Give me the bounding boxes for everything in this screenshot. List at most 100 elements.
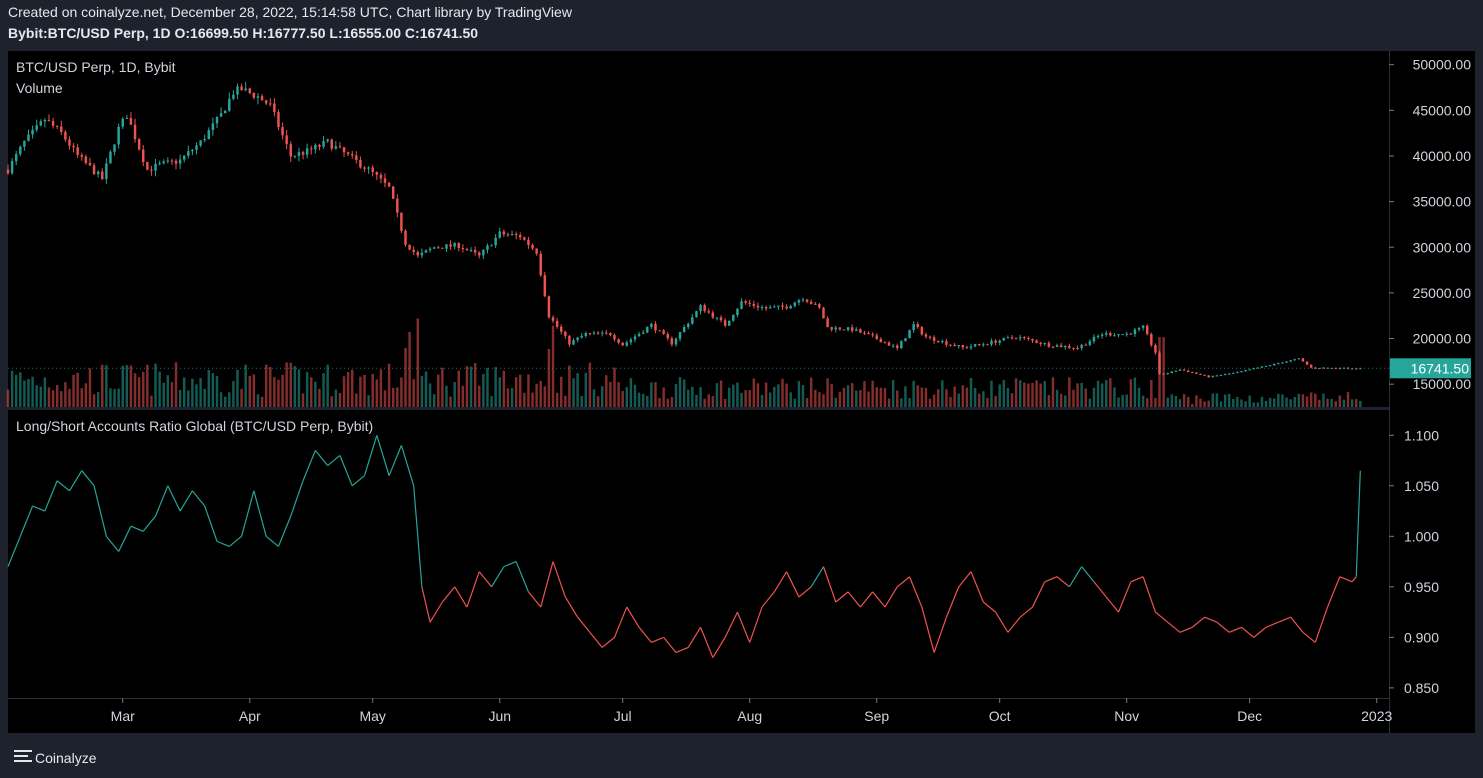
volume-bar (912, 380, 915, 407)
candle-body (969, 346, 973, 348)
candle-body (1191, 371, 1194, 373)
candle-body (1018, 337, 1022, 339)
candle-body (133, 124, 137, 140)
candle-body (1215, 375, 1219, 377)
candle-body (240, 86, 243, 91)
ratio-line-segment (32, 505, 46, 512)
ratio-line-segment (1044, 576, 1058, 583)
candle-body (109, 151, 112, 164)
candle-body (269, 103, 272, 105)
volume-bar (682, 379, 686, 407)
volume-bar (555, 392, 559, 407)
candle-body (777, 305, 780, 307)
volume-bar (27, 379, 30, 407)
candle-body (322, 141, 325, 147)
candle-body (310, 148, 313, 150)
volume-bar (932, 394, 936, 407)
candle-body (1199, 373, 1202, 375)
candle-body (1264, 365, 1268, 367)
volume-bar (1039, 383, 1042, 407)
candle-body (391, 186, 395, 199)
candle-body (699, 305, 702, 312)
ratio-line-segment (651, 636, 664, 643)
candle-body (998, 340, 1001, 343)
candle-body (68, 139, 71, 146)
volume-bar (850, 383, 854, 407)
volume-bar (953, 386, 956, 407)
candle-body (1080, 344, 1083, 349)
candle-body (318, 144, 321, 147)
volume-bar (1240, 399, 1243, 407)
candle-body (1055, 345, 1059, 348)
ratio-line-segment (1142, 576, 1156, 613)
candle-body (371, 167, 374, 172)
volume-bar (363, 374, 366, 407)
candle-body (1338, 368, 1342, 370)
volume-bar (264, 364, 268, 407)
candle-body (760, 307, 764, 309)
candle-body (334, 146, 338, 149)
volume-bar (355, 393, 358, 407)
low-label: L: (329, 25, 343, 41)
candle-body (875, 335, 878, 339)
candle-body (986, 344, 989, 346)
candle-body (928, 336, 932, 338)
candle-body (982, 344, 985, 346)
candle-body (27, 134, 30, 141)
volume-bar (535, 383, 538, 407)
ratio-line-segment (995, 611, 1009, 633)
ratio-line-segment (413, 485, 423, 587)
candle-body (367, 167, 370, 169)
volume-bar (584, 372, 588, 407)
volume-bar (1047, 394, 1051, 407)
volume-bar (1334, 401, 1337, 407)
volume-bar (846, 385, 850, 407)
candle-body (285, 135, 288, 145)
candle-body (1150, 334, 1153, 345)
candle-body (1207, 375, 1210, 378)
candle-body (863, 332, 866, 334)
time-tick-label: Oct (989, 708, 1011, 724)
candle-body (469, 250, 473, 252)
volume-bar (805, 398, 809, 407)
ratio-line-segment (663, 636, 677, 653)
candle-body (174, 160, 178, 164)
candle-body (154, 163, 157, 171)
candle-body (170, 160, 174, 162)
volume-bar (572, 378, 575, 407)
volume-bar (314, 381, 317, 407)
ratio-line-segment (105, 535, 120, 552)
volume-bar (838, 391, 842, 407)
price-tick-label: 15000.00 (1413, 376, 1472, 392)
candle-body (1186, 370, 1190, 372)
volume-bar (1182, 394, 1186, 407)
candle-body (801, 299, 805, 301)
volume-bar (1027, 383, 1030, 407)
candle-body (60, 126, 63, 132)
volume-bar (629, 378, 633, 407)
volume-bar (1137, 387, 1141, 407)
ratio-line-segment (589, 631, 603, 648)
candle-body (1277, 363, 1280, 365)
candle-body (1014, 337, 1018, 339)
candle-body (703, 305, 706, 312)
price-pane (8, 51, 1389, 407)
candle-body (478, 252, 481, 256)
volume-bar (199, 378, 202, 407)
volume-bar (658, 398, 661, 407)
volume-bar (43, 377, 47, 407)
volume-bar (793, 398, 797, 407)
volume-bar (920, 387, 924, 407)
volume-bar (986, 397, 989, 407)
ratio-line-segment (1241, 626, 1255, 638)
candle-body (514, 234, 518, 236)
volume-bar (728, 387, 731, 407)
ratio-line-segment (167, 485, 181, 512)
candle-body (498, 231, 501, 238)
volume-bar (47, 387, 51, 407)
ratio-line-segment (515, 561, 529, 593)
candle-body (764, 307, 768, 309)
ratio-line-segment (400, 445, 415, 486)
volume-bar (51, 390, 55, 407)
